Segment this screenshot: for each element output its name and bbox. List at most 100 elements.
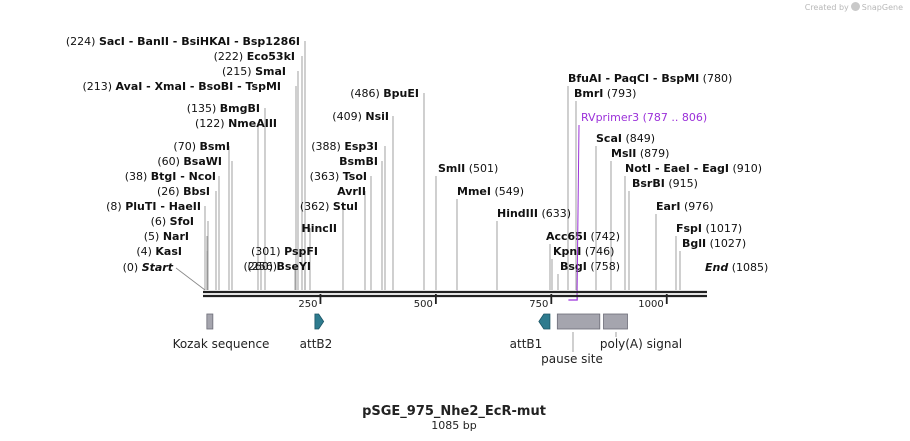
site-label-bseyi[interactable]: (260) BseYI [243,260,311,273]
site-position: (1017) [702,222,742,235]
site-label-hindiii[interactable]: HindIII (633) [497,207,571,220]
site-label-text: HincII [301,222,337,235]
site-separator: - [156,200,168,213]
site-label-sfoi[interactable]: (6) SfoI [151,215,194,228]
site-label-bpuei[interactable]: (486) BpuEI [350,87,419,100]
site-position: (135) [187,102,220,115]
site-label-256[interactable]: (256) [247,260,277,273]
site-label-kpni[interactable]: KpnI (746) [553,245,614,258]
site-label-pspfi[interactable]: (301) PspFI [251,245,318,258]
site-label-smai[interactable]: (215) SmaI [222,65,286,78]
enzyme-name: NarI [163,230,189,243]
site-label-tsoi[interactable]: (363) TsoI [310,170,367,183]
feature-attb2[interactable]: attB2 [300,313,333,351]
site-position: (388) [311,140,344,153]
feature-box[interactable] [206,313,214,330]
enzyme-name: PspFI [284,245,318,258]
site-label-scai[interactable]: ScaI (849) [596,132,655,145]
primer-range: (787 .. 806) [639,111,707,124]
enzyme-name: SfoI [170,215,194,228]
feature-pause-site[interactable]: pause site [541,313,603,366]
site-label-noti[interactable]: NotI - EaeI - EagI (910) [625,162,762,175]
site-labels: (224) SacI - BanII - BsiHKAI - Bsp1286I (… [66,35,768,301]
site-label-esp3i[interactable]: (388) Esp3I [311,140,378,153]
site-label-smli[interactable]: SmlI (501) [438,162,498,175]
primer-label-text: RVprimer3 (787 .. 806) [581,111,707,124]
site-separator: - [690,162,702,175]
end-name: End [705,261,728,274]
site-label-btgi[interactable]: (38) BtgI - NcoI [125,170,216,183]
site-label-text: (301) PspFI [251,245,318,258]
site-label-text: (409) NsiI [332,110,389,123]
primer-label[interactable]: RVprimer3 (787 .. 806) [568,111,707,301]
site-label-saci[interactable]: (224) SacI - BanII - BsiHKAI - Bsp1286I [66,35,300,48]
site-label-text: (222) Eco53kI [214,50,295,63]
site-label-stui[interactable]: (362) StuI [300,200,358,213]
feature-arrow-left[interactable] [538,313,551,330]
enzyme-name: ScaI [596,132,622,145]
site-label-bmgbi[interactable]: (135) BmgBI [187,102,260,115]
site-label-eari[interactable]: EarI (976) [656,200,714,213]
site-label-bfuai[interactable]: BfuAI - PaqCI - BspMI (780) [568,72,732,85]
site-separator: - [651,162,663,175]
enzyme-name: EagI [702,162,729,175]
enzyme-name: AvrII [337,185,366,198]
site-position: (256) [247,260,277,273]
enzyme-name: BspMI [661,72,699,85]
site-label-text: BsmBI [339,155,378,168]
site-label-bsawi[interactable]: (60) BsaWI [157,155,222,168]
site-label-eco53ki[interactable]: (222) Eco53kI [214,50,295,63]
site-label-text: MslI (879) [611,147,669,160]
feature-arrow-right[interactable] [314,313,325,330]
site-label-text: (26) BbsI [157,185,210,198]
site-label-bsmbi[interactable]: BsmBI [339,155,378,168]
site-label-mmei[interactable]: MmeI (549) [457,185,524,198]
site-label-nsii[interactable]: (409) NsiI [332,110,389,123]
site-separator: - [169,35,181,48]
site-label-bmri[interactable]: BmrI (793) [574,87,636,100]
feature-kozak-sequence[interactable]: Kozak sequence [173,313,270,351]
enzyme-name: KasI [155,245,182,258]
enzyme-name: BtgI [151,170,177,183]
site-position: (758) [587,260,620,273]
site-label-text: HindIII (633) [497,207,571,220]
site-label-bsmi[interactable]: (70) BsmI [173,140,230,153]
site-label-hincii[interactable]: HincII [301,222,337,235]
site-label-avai[interactable]: (213) AvaI - XmaI - BsoBI - TspMI [82,80,281,93]
site-label-nari[interactable]: (5) NarI [144,230,189,243]
site-label-bsgi[interactable]: BsgI (758) [560,260,620,273]
ruler-tick-label: 1000 [638,299,663,310]
enzyme-name: NcoI [189,170,216,183]
site-label-msli[interactable]: MslI (879) [611,147,669,160]
site-label-text: (60) BsaWI [157,155,222,168]
site-label-bbsi[interactable]: (26) BbsI [157,185,210,198]
site-label-acc65i[interactable]: Acc65I (742) [546,230,620,243]
site-label-bsrbi[interactable]: BsrBI (915) [632,177,698,190]
primer-arrow[interactable] [568,296,578,301]
site-label-fspi[interactable]: FspI (1017) [676,222,742,235]
enzyme-name: BmgBI [220,102,260,115]
enzyme-name: HindIII [497,207,538,220]
site-label-text: (6) SfoI [151,215,194,228]
enzyme-name: BseYI [277,260,311,273]
site-separator: - [649,72,661,85]
site-label-kasi[interactable]: (4) KasI [136,245,182,258]
site-label-text: SmlI (501) [438,162,498,175]
site-separator: - [186,80,198,93]
feature-poly-a-signal[interactable]: poly(A) signal [600,313,682,351]
site-label-text: (8) PluTI - HaeII [106,200,201,213]
site-label-bgli[interactable]: BglI (1027) [682,237,746,250]
site-position: (486) [350,87,383,100]
site-position: (215) [222,65,255,78]
start-label-text: (0) Start [123,261,174,274]
site-label-text: (213) AvaI - XmaI - BsoBI - TspMI [82,80,281,93]
site-label-avrii[interactable]: AvrII [337,185,366,198]
site-label-nmeaiii[interactable]: (122) NmeAIII [195,117,277,130]
feature-box[interactable] [556,313,601,330]
feature-attb1[interactable]: attB1 [510,313,551,351]
feature-box[interactable] [603,313,628,330]
enzyme-name: BbsI [183,185,210,198]
site-label-pluti[interactable]: (8) PluTI - HaeII [106,200,201,213]
